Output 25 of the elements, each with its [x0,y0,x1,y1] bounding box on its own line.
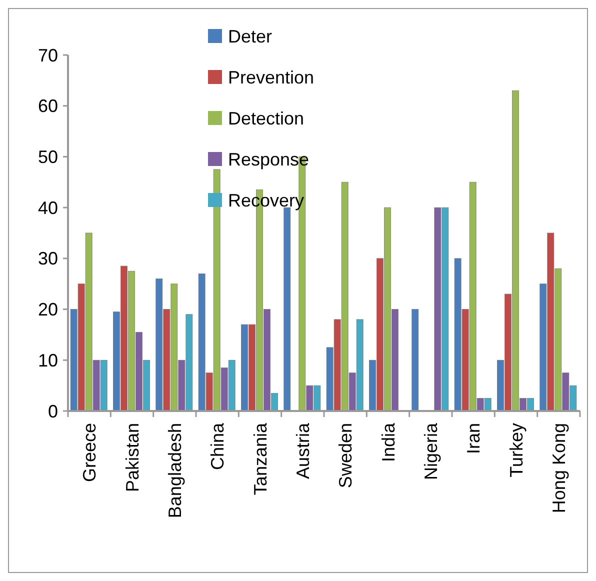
x-tick-label: Tanzania [250,422,270,496]
x-tick-label: Austria [292,422,313,480]
y-tick-label: 50 [38,147,58,168]
x-tick-label: Pakistan [122,423,142,492]
legend-label: Prevention [228,67,314,88]
x-tick-label: Iran [464,423,484,454]
y-tick-label: 0 [48,401,58,422]
y-tick-label: 40 [38,198,58,218]
x-tick-label: China [208,422,228,470]
x-tick-label: Turkey [506,423,526,478]
legend-label: Response [228,149,310,170]
x-tick-label: Sweden [336,423,356,488]
x-tick-label: Hong Kong [548,423,569,514]
y-tick-label: 30 [38,248,58,269]
y-tick-label: 10 [38,350,58,370]
x-tick-label: Nigeria [420,422,441,480]
x-tick-label: Greece [80,423,100,482]
bar [412,309,419,412]
y-tick-label: 20 [38,300,58,320]
legend-label: Detection [228,108,304,128]
y-tick-label: 60 [38,96,58,116]
legend-label: Deter [228,26,272,46]
x-tick-label: India [378,422,398,462]
x-tick-label: Bangladesh [164,423,185,518]
y-tick-label: 70 [38,45,58,66]
